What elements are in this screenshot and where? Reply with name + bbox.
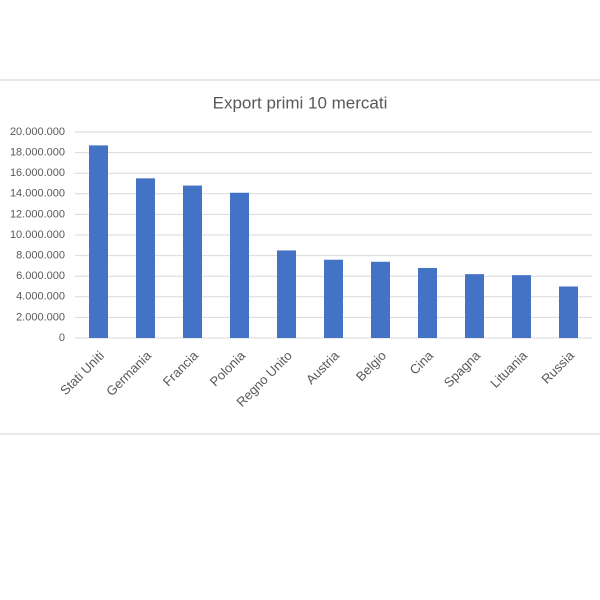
y-tick-label: 12.000.000 xyxy=(10,208,65,220)
bar xyxy=(418,267,437,338)
x-tick-label: Stati Uniti xyxy=(57,348,107,398)
chart-title: Export primi 10 mercati xyxy=(213,93,388,112)
bar xyxy=(277,250,296,338)
y-tick-label: 20.000.000 xyxy=(10,126,65,138)
y-tick-label: 4.000.000 xyxy=(16,291,65,303)
x-tick-label: Austria xyxy=(303,347,343,387)
bar xyxy=(136,178,155,338)
bar xyxy=(559,286,578,338)
bar xyxy=(512,275,531,338)
bar xyxy=(324,259,343,338)
bar xyxy=(89,145,108,338)
x-tick-label: Lituania xyxy=(487,347,530,390)
y-tick-label: 2.000.000 xyxy=(16,311,65,323)
x-tick-label: Germania xyxy=(103,347,155,399)
y-tick-label: 8.000.000 xyxy=(16,250,65,262)
y-tick-label: 18.000.000 xyxy=(10,147,65,159)
bar xyxy=(371,261,390,338)
x-tick-label: Francia xyxy=(160,347,202,389)
bar xyxy=(230,192,249,338)
x-tick-label: Spagna xyxy=(441,347,484,390)
x-tick-label: Russia xyxy=(538,347,577,386)
x-tick-label: Polonia xyxy=(207,347,249,389)
x-tick-label: Belgio xyxy=(353,348,389,384)
bar xyxy=(183,185,202,338)
y-tick-label: 10.000.000 xyxy=(10,229,65,241)
y-tick-label: 16.000.000 xyxy=(10,167,65,179)
x-tick-label: Cina xyxy=(407,347,437,377)
y-tick-label: 6.000.000 xyxy=(16,270,65,282)
y-tick-label: 0 xyxy=(59,332,65,344)
y-tick-label: 14.000.000 xyxy=(10,188,65,200)
bar xyxy=(465,274,484,338)
